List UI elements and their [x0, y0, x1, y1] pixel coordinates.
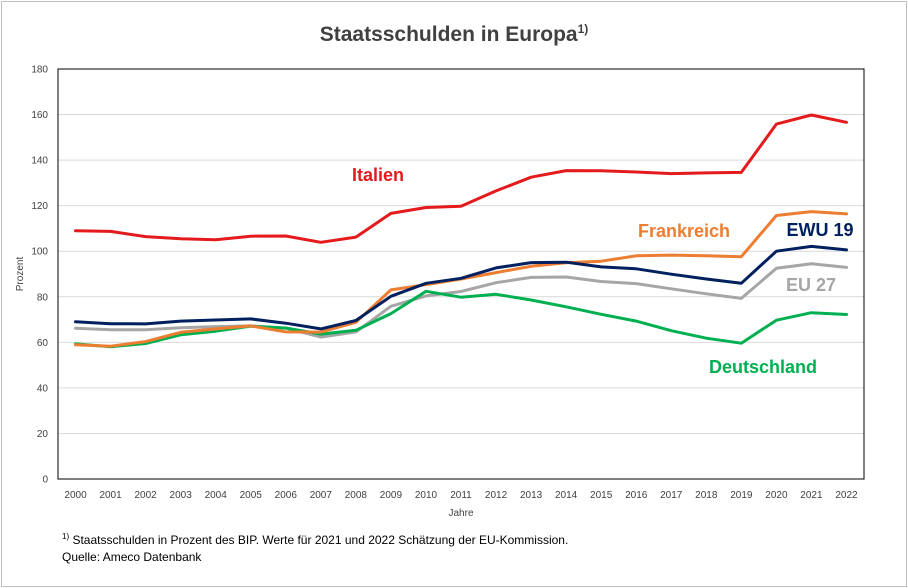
x-tick-label: 2013: [520, 490, 543, 501]
series-label-italien: Italien: [352, 165, 404, 185]
footnote-line-1: 1) Staatsschulden in Prozent des BIP. We…: [62, 528, 568, 549]
x-tick-label: 2005: [240, 490, 263, 501]
x-tick-label: 2019: [730, 490, 753, 501]
footnote-source: Quelle: Ameco Datenbank: [62, 550, 202, 564]
y-tick-label: 20: [37, 429, 49, 440]
y-tick-label: 80: [37, 292, 49, 303]
y-tick-label: 180: [31, 65, 48, 76]
y-axis-title: Prozent: [15, 257, 26, 292]
y-tick-label: 120: [31, 201, 48, 212]
x-tick-label: 2009: [380, 490, 403, 501]
x-tick-label: 2021: [800, 490, 823, 501]
x-tick-label: 2011: [450, 490, 472, 501]
x-tick-label: 2008: [345, 490, 368, 501]
x-tick-label: 2014: [555, 490, 578, 501]
series-label-eu-27: EU 27: [786, 275, 836, 295]
x-tick-label: 2016: [625, 490, 648, 501]
series-line-italien: [74, 113, 848, 244]
x-tick-label: 2004: [205, 490, 228, 501]
chart-title-text: Staatsschulden in Europa: [319, 23, 578, 46]
x-tick-label: 2020: [765, 490, 788, 501]
x-tick-label: 2017: [660, 490, 683, 501]
series-label-frankreich: Frankreich: [638, 221, 730, 241]
x-tick-label: 2002: [134, 490, 157, 501]
series-line-eu-27: [74, 262, 848, 339]
series-label-ewu-19: EWU 19: [786, 220, 853, 240]
series-line-deutschland: [74, 289, 848, 349]
x-tick-label: 2007: [310, 490, 333, 501]
footnote-text: Staatsschulden in Prozent des BIP. Werte…: [69, 533, 569, 547]
x-tick-label: 2022: [835, 490, 858, 501]
x-tick-label: 2012: [485, 490, 508, 501]
x-tick-label: 2000: [64, 490, 87, 501]
x-tick-label: 2018: [695, 490, 718, 501]
y-tick-label: 100: [31, 247, 48, 258]
chart-title-footnote-marker: 1): [577, 22, 589, 36]
y-tick-label: 140: [31, 156, 48, 167]
series-label-deutschland: Deutschland: [709, 357, 817, 377]
chart-title: Staatsschulden in Europa1): [0, 22, 908, 47]
x-tick-label: 2003: [170, 490, 193, 501]
y-tick-label: 0: [42, 475, 48, 486]
x-tick-label: 2015: [590, 490, 613, 501]
y-tick-label: 60: [37, 338, 49, 349]
x-tick-label: 2006: [275, 490, 298, 501]
y-tick-label: 160: [31, 110, 48, 121]
x-axis-title: Jahre: [448, 508, 473, 519]
x-tick-label: 2010: [415, 490, 438, 501]
footnote: 1) Staatsschulden in Prozent des BIP. We…: [62, 528, 568, 566]
plot-area-border: [57, 68, 865, 480]
series-line-ewu-19: [74, 244, 848, 331]
y-tick-label: 40: [37, 383, 49, 394]
footnote-marker: 1): [62, 532, 70, 541]
x-tick-label: 2001: [99, 490, 122, 501]
